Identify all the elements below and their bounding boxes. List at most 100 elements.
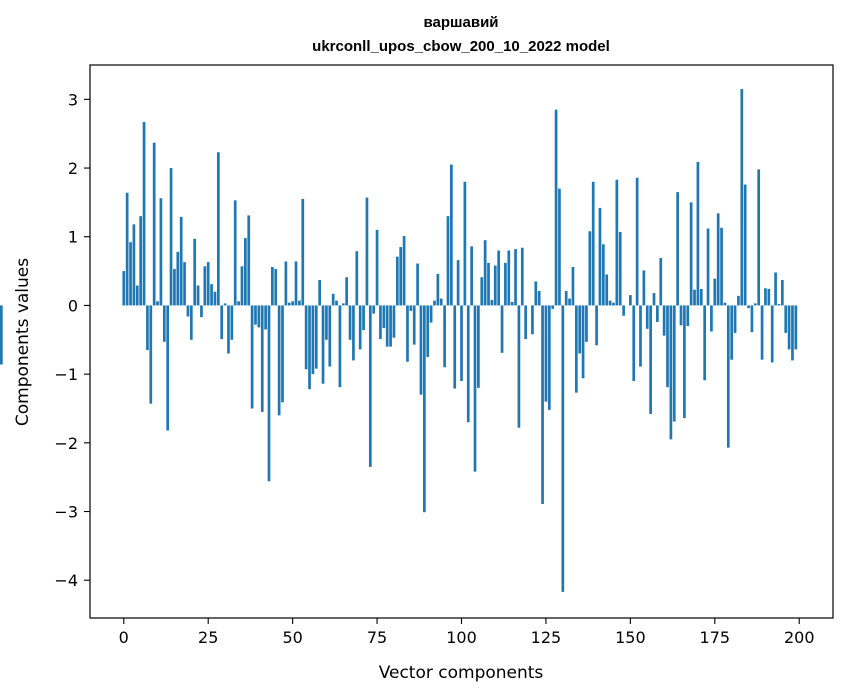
bar-91 bbox=[429, 305, 433, 323]
bar-173 bbox=[706, 228, 710, 306]
y-tick-label: −2 bbox=[54, 434, 78, 453]
bar-47 bbox=[281, 305, 284, 403]
bar-80 bbox=[392, 305, 396, 338]
bar-68 bbox=[352, 305, 355, 361]
bar-67 bbox=[348, 305, 352, 340]
bar-21 bbox=[193, 238, 197, 306]
bar-24 bbox=[203, 266, 207, 306]
bar-22 bbox=[196, 285, 200, 306]
bar-132 bbox=[568, 298, 571, 306]
bar-57 bbox=[314, 305, 318, 369]
bar-197 bbox=[787, 305, 791, 350]
bar-83 bbox=[402, 236, 406, 306]
bar-85 bbox=[409, 305, 413, 311]
bar-180 bbox=[730, 305, 734, 360]
bar-35 bbox=[240, 266, 244, 306]
bar-118 bbox=[520, 247, 524, 306]
y-tick-label: 0 bbox=[68, 296, 78, 315]
bar-77 bbox=[382, 305, 386, 329]
bar-43 bbox=[267, 305, 271, 482]
bar-14 bbox=[169, 168, 173, 306]
bar-130 bbox=[561, 305, 565, 592]
bar-64 bbox=[338, 305, 342, 388]
bar-185 bbox=[747, 305, 750, 309]
bar-181 bbox=[733, 305, 737, 333]
bar-193 bbox=[774, 272, 777, 306]
bar-56 bbox=[311, 305, 315, 375]
bars bbox=[0, 89, 798, 592]
bar-171 bbox=[699, 288, 703, 306]
bar-51 bbox=[294, 261, 298, 306]
bar-142 bbox=[601, 244, 605, 306]
bar-58 bbox=[318, 280, 321, 306]
bar-20 bbox=[189, 305, 193, 340]
bar-25 bbox=[206, 262, 210, 306]
bar-15 bbox=[173, 269, 176, 306]
bar-75 bbox=[375, 229, 379, 306]
bar-6 bbox=[142, 122, 146, 306]
bar-107 bbox=[483, 240, 487, 306]
bar-69 bbox=[355, 251, 359, 306]
bar-1 bbox=[125, 192, 129, 306]
bar-187 bbox=[753, 303, 757, 306]
bar-109 bbox=[490, 299, 494, 306]
bar-2 bbox=[129, 242, 132, 306]
bar-101 bbox=[463, 181, 467, 306]
chart-title-line1: варшавий bbox=[423, 14, 498, 31]
y-tick-label: −3 bbox=[54, 503, 78, 522]
bar-74 bbox=[372, 305, 376, 314]
bar-152 bbox=[635, 177, 639, 306]
bar-134 bbox=[574, 305, 578, 393]
bar-32 bbox=[230, 305, 234, 340]
bar-167 bbox=[686, 305, 690, 327]
bar-44 bbox=[271, 266, 274, 306]
bar-143 bbox=[605, 274, 609, 306]
bar-31 bbox=[227, 305, 230, 354]
bar-76 bbox=[379, 305, 382, 340]
bar-113 bbox=[504, 262, 507, 306]
bar-117 bbox=[517, 305, 521, 428]
bar-186 bbox=[750, 305, 754, 333]
x-tick-label: 150 bbox=[615, 628, 646, 647]
y-tick-label: −4 bbox=[54, 571, 78, 590]
bar-156 bbox=[649, 305, 652, 414]
bar-102 bbox=[466, 305, 470, 423]
bar-48 bbox=[284, 261, 288, 306]
bar-11 bbox=[159, 198, 163, 306]
bar-88 bbox=[419, 305, 423, 395]
bar-0 bbox=[122, 271, 126, 306]
bar-63 bbox=[335, 300, 338, 306]
bar-33 bbox=[233, 200, 237, 306]
bar-162 bbox=[669, 305, 673, 440]
bar-61 bbox=[328, 305, 332, 367]
bar-96 bbox=[446, 216, 450, 306]
bar-110 bbox=[493, 265, 497, 306]
bar-34 bbox=[237, 301, 240, 306]
bar-163 bbox=[672, 305, 676, 422]
bar-145 bbox=[612, 302, 615, 306]
bar-30 bbox=[223, 303, 227, 306]
bar-153 bbox=[639, 305, 642, 367]
x-tick-label: 125 bbox=[531, 628, 562, 647]
bar-164 bbox=[676, 192, 679, 306]
bar-121 bbox=[531, 305, 534, 335]
bar-136 bbox=[581, 305, 585, 379]
bar-170 bbox=[696, 161, 700, 306]
bar-4 bbox=[135, 285, 139, 306]
bar-194 bbox=[777, 304, 781, 306]
bar-189 bbox=[760, 305, 764, 360]
bar-133 bbox=[571, 266, 575, 306]
bar-184 bbox=[743, 184, 747, 306]
bar-38 bbox=[250, 305, 254, 409]
bar-111 bbox=[497, 250, 500, 306]
bar-103 bbox=[470, 246, 473, 306]
bar-54 bbox=[304, 305, 308, 370]
bar-98 bbox=[453, 305, 457, 389]
bar-119 bbox=[524, 305, 528, 340]
bar-39 bbox=[254, 305, 257, 325]
bar-140 bbox=[595, 305, 598, 346]
x-tick-label: 200 bbox=[784, 628, 815, 647]
bar-23 bbox=[200, 305, 203, 318]
bar-174 bbox=[710, 305, 713, 332]
